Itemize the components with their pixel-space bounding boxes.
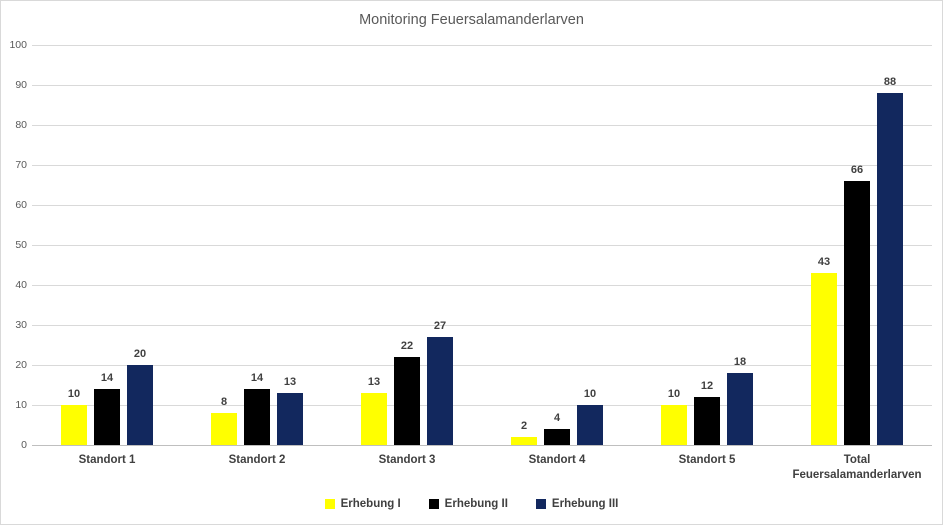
bar-erhebung-ii [544, 429, 570, 445]
bar-value-label: 13 [367, 376, 381, 388]
bar-erhebung-iii [127, 365, 153, 445]
bar-erhebung-ii [394, 357, 420, 445]
bar-value-label: 2 [520, 420, 528, 432]
bar-erhebung-i [61, 405, 87, 445]
category-label: Standort 4 [528, 454, 586, 466]
bar-erhebung-iii [877, 93, 903, 445]
bar-value-label: 10 [667, 388, 681, 400]
y-tick-label: 40 [15, 279, 27, 291]
legend-item: Erhebung II [428, 498, 508, 510]
gridline [32, 245, 932, 246]
y-tick-label: 30 [15, 319, 27, 331]
bar-value-label: 14 [100, 372, 114, 384]
gridline [32, 45, 932, 46]
bar-erhebung-ii [94, 389, 120, 445]
bar-erhebung-iii [727, 373, 753, 445]
bar-value-label: 88 [883, 76, 897, 88]
gridline [32, 365, 932, 366]
chart-title: Monitoring Feuersalamanderlarven [359, 12, 584, 28]
bar-erhebung-ii [244, 389, 270, 445]
gridline [32, 125, 932, 126]
y-tick-label: 0 [21, 439, 27, 451]
bar-erhebung-iii [577, 405, 603, 445]
legend-swatch-icon [428, 499, 439, 509]
category-label: Standort 1 [78, 454, 136, 466]
legend-label: Erhebung I [340, 498, 401, 510]
plot-area: 0 10 20 30 40 50 60 70 80 90 100 10 14 20 8 14 13 13 22 27 2… [9, 39, 932, 451]
bar-value-label: 13 [283, 376, 297, 388]
bar-value-label: 43 [817, 256, 831, 268]
bar-value-label: 4 [553, 412, 561, 424]
legend-swatch-icon [324, 499, 335, 509]
legend-item: Erhebung I [324, 498, 401, 510]
bar-value-label: 66 [850, 164, 864, 176]
bar-erhebung-i [811, 273, 837, 445]
y-tick-label: 70 [15, 159, 27, 171]
bar-value-label: 10 [583, 388, 597, 400]
y-tick-label: 10 [15, 399, 27, 411]
bar-erhebung-iii [277, 393, 303, 445]
category-label: Standort 5 [678, 454, 736, 466]
bar-value-label: 14 [250, 372, 264, 384]
gridline [32, 205, 932, 206]
bar-value-label: 8 [220, 396, 228, 408]
y-tick-label: 100 [9, 39, 27, 51]
gridline [32, 405, 932, 406]
gridline [32, 325, 932, 326]
legend: Erhebung I Erhebung II Erhebung III [1, 498, 942, 510]
gridline [32, 285, 932, 286]
bar-value-label: 18 [733, 356, 747, 368]
legend-label: Erhebung II [444, 498, 508, 510]
bar-erhebung-i [511, 437, 537, 445]
bar-value-label: 20 [133, 348, 147, 360]
gridline [32, 165, 932, 166]
bar-value-label: 12 [700, 380, 714, 392]
bar-erhebung-i [361, 393, 387, 445]
legend-item: Erhebung III [535, 498, 619, 510]
bar-erhebung-i [661, 405, 687, 445]
bar-erhebung-ii [844, 181, 870, 445]
y-tick-label: 60 [15, 199, 27, 211]
legend-label: Erhebung III [551, 498, 619, 510]
bar-erhebung-i [211, 413, 237, 445]
y-tick-label: 20 [15, 359, 27, 371]
bar-erhebung-ii [694, 397, 720, 445]
y-tick-label: 80 [15, 119, 27, 131]
bar-value-label: 22 [400, 340, 414, 352]
bar-value-label: 27 [433, 320, 447, 332]
bar-erhebung-iii [427, 337, 453, 445]
bar-value-label: 10 [67, 388, 81, 400]
category-label: Standort 2 [228, 454, 286, 466]
y-tick-label: 50 [15, 239, 27, 251]
legend-swatch-icon [535, 499, 546, 509]
gridline [32, 85, 932, 86]
y-tick-label: 90 [15, 79, 27, 91]
category-label: Standort 3 [378, 454, 436, 466]
category-label: Total Feuersalamanderlarven [792, 454, 922, 481]
